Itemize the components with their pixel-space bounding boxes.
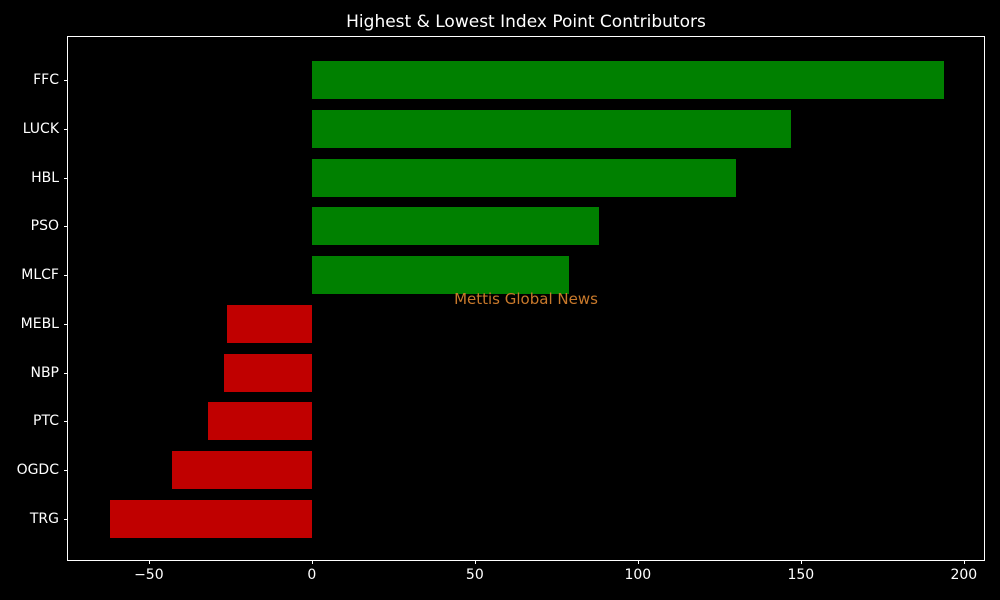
bar-ffc <box>311 61 945 100</box>
x-tick-label: 0 <box>307 567 317 583</box>
bar-luck <box>311 110 792 149</box>
y-tick-mark <box>64 226 68 228</box>
x-tick-mark <box>637 560 639 564</box>
y-tick-mark <box>64 323 68 325</box>
y-tick-label: LUCK <box>22 121 59 138</box>
y-tick-mark <box>64 129 68 131</box>
x-tick-mark <box>474 560 476 564</box>
bar-pso <box>311 207 599 246</box>
y-tick-mark <box>64 372 68 374</box>
x-tick-label: 200 <box>950 567 978 583</box>
x-tick-label: 50 <box>465 567 484 583</box>
bar-mlcf <box>311 256 570 295</box>
y-tick-label: PTC <box>33 413 59 430</box>
x-tick-label: −50 <box>134 567 164 583</box>
y-tick-label: NBP <box>30 364 59 381</box>
bar-hbl <box>311 158 736 197</box>
plot-area: FFC LUCK HBL PSO MLCF MEBL NBP PTC OGDC TRG −50 0 5… <box>17 36 985 583</box>
x-tick-mark <box>963 560 965 564</box>
x-tick-mark <box>800 560 802 564</box>
bar-trg <box>109 499 312 538</box>
y-tick-label: OGDC <box>16 461 59 478</box>
bar-ogdc <box>171 450 312 489</box>
y-tick-label: MEBL <box>20 315 59 332</box>
bar-nbp <box>223 353 312 392</box>
y-tick-mark <box>64 421 68 423</box>
y-tick-label: FFC <box>33 72 59 89</box>
y-tick-mark <box>64 469 68 471</box>
y-tick-mark <box>64 518 68 520</box>
y-tick-mark <box>64 275 68 277</box>
y-tick-label: MLCF <box>21 267 59 284</box>
chart-title: Highest & Lowest Index Point Contributor… <box>346 12 706 32</box>
x-tick-label: 100 <box>624 567 652 583</box>
y-tick-mark <box>64 177 68 179</box>
x-tick-mark <box>148 560 150 564</box>
x-tick-mark <box>311 560 313 564</box>
y-tick-label: PSO <box>30 218 59 235</box>
bar-mebl <box>227 304 312 343</box>
y-tick-label: TRG <box>29 510 59 527</box>
x-tick-label: 150 <box>787 567 815 583</box>
y-tick-mark <box>64 80 68 82</box>
bar-ptc <box>207 402 312 441</box>
y-tick-label: HBL <box>31 169 59 186</box>
